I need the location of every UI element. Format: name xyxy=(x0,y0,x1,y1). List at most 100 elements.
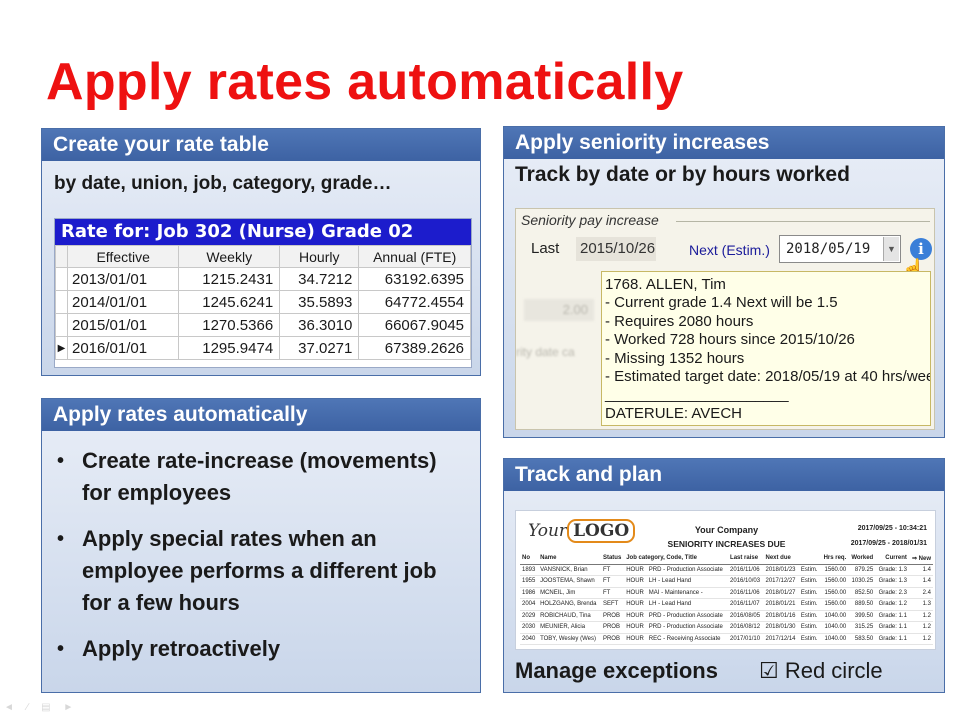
emp-status-cell: PROB xyxy=(600,610,625,622)
col-effective[interactable]: Effective xyxy=(66,245,180,268)
hourly-cell[interactable]: 35.5893 xyxy=(279,290,360,314)
job-title-cell: PRD - Production Associate xyxy=(646,610,729,622)
weekly-cell[interactable]: 1245.6241 xyxy=(178,290,281,314)
seniority-report: Your LOGO Your Company SENIORITY INCREASE… xyxy=(515,510,936,650)
table-row: 2004 HOLZGANG, Brenda SEFT HOUR LH - Lead Ha… xyxy=(520,598,933,611)
report-datetime: 2017/09/25 - 10:34:21 xyxy=(857,525,927,532)
new-grade-cell: 1.2 xyxy=(908,621,933,634)
next-date-field[interactable]: 2018/05/19 xyxy=(779,235,901,263)
estim-flag-cell: Estim. xyxy=(798,598,821,611)
manage-exceptions-label: Manage exceptions xyxy=(515,658,718,683)
bullet-text: Create rate-increase (movements) for emp… xyxy=(82,448,437,505)
col-hourly[interactable]: Hourly xyxy=(279,245,360,268)
job-title-cell: PRD - Production Associate xyxy=(646,564,729,576)
table-row-current[interactable]: ▶ 2016/01/01 1295.9474 37.0271 67389.262… xyxy=(55,336,471,360)
estim-flag-cell: Estim. xyxy=(798,587,821,599)
bullet-text: Apply retroactively xyxy=(82,636,281,661)
bullet-icon: • xyxy=(57,528,65,550)
job-title-cell: LH - Lead Hand xyxy=(646,598,729,611)
tooltip-line: - Estimated target date: 2018/05/19 at 4… xyxy=(605,368,931,386)
slide-nav-icons[interactable]: ◄ ∕ ▤ ► xyxy=(4,702,79,713)
job-title-cell: PRD - Production Associate xyxy=(646,621,729,634)
table-row: 1893 VANSNICK, Brian FT HOUR PRD - Productio… xyxy=(520,564,933,576)
red-circle-checkbox[interactable]: ☑ Red circle xyxy=(759,658,883,683)
hrs-req-cell: 1560.00 xyxy=(820,587,849,599)
table-row[interactable]: 2013/01/01 1215.2431 34.7212 63192.6395 xyxy=(55,267,471,291)
col-last-raise: Last raise xyxy=(728,553,764,565)
current-grade-cell: Grade: 1.3 xyxy=(875,575,909,588)
pay-type-cell: HOUR xyxy=(624,587,647,599)
last-raise-cell: 2016/08/05 xyxy=(728,610,764,622)
effective-cell[interactable]: 2015/01/01 xyxy=(66,313,180,337)
col-current: Current xyxy=(875,553,909,565)
next-label: Next (Estim.) xyxy=(689,242,770,258)
hourly-cell[interactable]: 34.7212 xyxy=(279,267,360,291)
seniority-subtitle: Track by date or by hours worked xyxy=(515,163,850,186)
info-icon[interactable]: i xyxy=(910,238,932,260)
estim-flag-cell: Estim. xyxy=(798,621,821,634)
next-due-cell: 2017/12/27 xyxy=(763,575,799,588)
table-row: 1986 MCNEIL, Jim FT HOUR MAI - Maintenance -… xyxy=(520,587,933,599)
table-row[interactable]: 2014/01/01 1245.6241 35.5893 64772.4554 xyxy=(55,290,471,314)
emp-name-cell: HOLZGANG, Brenda xyxy=(538,598,601,611)
emp-no-cell: 2040 xyxy=(520,633,539,645)
effective-cell[interactable]: 2016/01/01 xyxy=(66,336,180,360)
effective-cell[interactable]: 2014/01/01 xyxy=(66,290,180,314)
col-weekly[interactable]: Weekly xyxy=(178,245,281,268)
chevron-down-icon[interactable]: ▼ xyxy=(883,237,899,261)
annual-cell[interactable]: 66067.9045 xyxy=(358,313,471,337)
list-item: • Apply retroactively xyxy=(54,633,468,665)
table-row[interactable]: 2015/01/01 1270.5366 36.3010 66067.9045 xyxy=(55,313,471,337)
rate-table-header-row: Effective Weekly Hourly Annual (FTE) xyxy=(55,245,471,268)
col-status: Status xyxy=(600,553,625,565)
col-hrs-req: Hrs req. xyxy=(820,553,849,565)
col-no: No xyxy=(520,553,539,565)
pay-type-cell: HOUR xyxy=(624,564,647,576)
emp-status-cell: PROB xyxy=(600,621,625,634)
emp-name-cell: JOOSTEMA, Shawn xyxy=(538,575,601,588)
tooltip-line: - Worked 728 hours since 2015/10/26 xyxy=(605,331,855,349)
emp-no-cell: 1955 xyxy=(520,575,539,588)
logo-mark: LOGO xyxy=(567,519,636,543)
emp-no-cell: 2029 xyxy=(520,610,539,622)
emp-name-cell: MCNEIL, Jim xyxy=(538,587,601,599)
apply-rates-panel: Apply rates automatically • Create rate-i… xyxy=(41,398,481,693)
emp-no-cell: 2030 xyxy=(520,621,539,634)
seniority-panel: Apply seniority increases Track by date … xyxy=(503,126,945,438)
estim-flag-cell: Estim. xyxy=(798,575,821,588)
tooltip-separator: ______________________ xyxy=(605,386,789,404)
annual-cell[interactable]: 67389.2626 xyxy=(358,336,471,360)
job-title-cell: REC - Receiving Associate xyxy=(646,633,729,645)
apply-rates-header: Apply rates automatically xyxy=(42,399,480,431)
new-grade-cell: 2.4 xyxy=(908,587,933,599)
weekly-cell[interactable]: 1295.9474 xyxy=(178,336,281,360)
current-row-marker-icon: ▶ xyxy=(55,336,68,360)
row-gutter-header xyxy=(55,245,68,268)
hourly-cell[interactable]: 37.0271 xyxy=(279,336,360,360)
list-item: • Apply special rates when an employee pe… xyxy=(54,523,468,619)
weekly-cell[interactable]: 1270.5366 xyxy=(178,313,281,337)
row-gutter xyxy=(55,290,68,314)
annual-cell[interactable]: 64772.4554 xyxy=(358,290,471,314)
row-gutter xyxy=(55,313,68,337)
current-grade-cell: Grade: 1.3 xyxy=(875,564,909,576)
track-plan-panel: Track and plan Your LOGO Your Company SEN… xyxy=(503,458,945,693)
report-table: No Name Status Job category, Code, Title… xyxy=(520,553,933,645)
col-worked: Worked xyxy=(848,553,876,565)
next-due-cell: 2018/01/30 xyxy=(763,621,799,634)
row-gutter xyxy=(55,267,68,291)
company-logo: Your LOGO xyxy=(528,519,636,543)
last-date-field[interactable]: 2015/10/26 xyxy=(576,237,656,261)
logo-text: Your xyxy=(528,521,568,541)
emp-status-cell: FT xyxy=(600,564,625,576)
weekly-cell[interactable]: 1215.2431 xyxy=(178,267,281,291)
hrs-req-cell: 1040.00 xyxy=(820,610,849,622)
col-annual[interactable]: Annual (FTE) xyxy=(358,245,471,268)
emp-name-cell: ROBICHAUD, Tina xyxy=(538,610,601,622)
effective-cell[interactable]: 2013/01/01 xyxy=(66,267,180,291)
annual-cell[interactable]: 63192.6395 xyxy=(358,267,471,291)
hrs-req-cell: 1560.00 xyxy=(820,575,849,588)
table-row: 2030 MEUNIER, Alicia PROB HOUR PRD - Product… xyxy=(520,621,933,634)
rate-table: Effective Weekly Hourly Annual (FTE) 201… xyxy=(55,245,471,360)
hourly-cell[interactable]: 36.3010 xyxy=(279,313,360,337)
